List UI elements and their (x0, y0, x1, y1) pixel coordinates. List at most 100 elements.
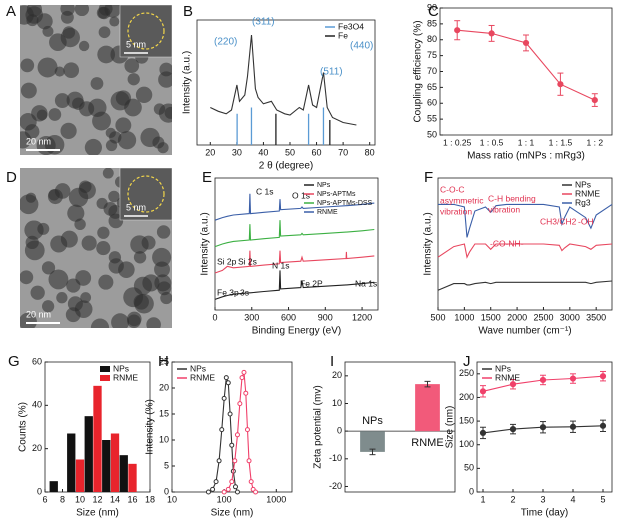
bar (360, 431, 385, 452)
particle (90, 318, 110, 328)
x-tick-label: 10 (75, 494, 85, 504)
panel-letter: A (6, 3, 16, 20)
marker (479, 388, 487, 395)
particle (49, 33, 67, 52)
panel-letter: C (428, 3, 439, 20)
particle (20, 270, 34, 285)
y-axis-label: Intensity (%) (145, 399, 156, 455)
marker (591, 96, 598, 104)
annotation: asymmetric (440, 195, 484, 205)
marker (216, 458, 222, 464)
series-line (437, 243, 613, 259)
particle (146, 317, 161, 328)
y-tick-label: 20 (32, 443, 42, 453)
plot-frame (344, 361, 456, 493)
particle (36, 109, 48, 121)
particle (111, 313, 130, 328)
y-tick-label: 85 (427, 18, 437, 28)
particle (130, 235, 149, 254)
x-tick-label: 900 (318, 312, 333, 322)
marker (539, 424, 547, 431)
particle (20, 82, 37, 99)
particle (84, 138, 102, 155)
marker (488, 30, 495, 37)
x-tick-label: 1500 (481, 312, 501, 322)
particle (164, 106, 172, 119)
particle (96, 241, 111, 256)
marker (241, 369, 247, 375)
legend-label: NPs (317, 182, 331, 189)
annotation: 3s (240, 287, 249, 297)
particle (20, 312, 37, 328)
x-tick-label: 80 (365, 147, 375, 157)
legend-label: RNME (113, 372, 138, 382)
particle (30, 285, 45, 300)
panel-letter: J (463, 353, 471, 370)
y-tick-label: 10 (159, 434, 169, 444)
marker (244, 427, 250, 433)
legend-label: RNME (317, 209, 338, 216)
particle (41, 261, 56, 275)
y-axis-label: Intensity (a.u.) (200, 212, 211, 275)
x-axis-label: 2 θ (degree) (259, 161, 313, 172)
series-line (210, 34, 357, 126)
marker (557, 81, 564, 88)
y-tick-label: 60 (427, 98, 437, 108)
marker (221, 395, 227, 401)
particle (135, 86, 153, 104)
inset (119, 5, 172, 58)
y-tick-label: 0 (37, 486, 42, 496)
annotation: CH3/CH2 (540, 216, 577, 226)
marker (248, 479, 254, 485)
legend-label: NPs (113, 363, 129, 373)
marker (454, 27, 461, 34)
x-tick-label: 600 (281, 312, 296, 322)
bar (75, 459, 85, 492)
particle (48, 108, 62, 121)
legend-label: NPs (190, 363, 206, 373)
y-axis-label: Intensity (a.u.) (182, 51, 193, 114)
particle (67, 204, 85, 222)
y-tick-label: 100 (459, 439, 474, 449)
marker (229, 479, 235, 485)
x-tick-label: 2000 (507, 312, 527, 322)
marker (232, 484, 238, 490)
annotation: Na 1s (355, 278, 377, 288)
y-tick-label: 5 (164, 460, 169, 470)
y-tick-label: 250 (459, 368, 474, 378)
x-tick-label: 1200 (352, 312, 372, 322)
marker (569, 423, 577, 430)
particle (160, 291, 172, 305)
particle (98, 274, 114, 290)
particle (54, 93, 70, 109)
y-tick-label: 0 (469, 486, 474, 496)
particle (97, 226, 110, 239)
marker (239, 375, 245, 381)
particle (41, 300, 55, 313)
plot-frame (476, 361, 613, 493)
marker (210, 486, 216, 492)
series-line (214, 220, 375, 248)
annotation: O 1s (292, 190, 310, 200)
series-line (214, 270, 375, 300)
particle (97, 6, 111, 20)
particle (134, 293, 154, 314)
x-tick-label: 40 (258, 147, 268, 157)
marker (243, 390, 249, 396)
annotation: C 1s (256, 186, 273, 196)
particle (60, 122, 77, 140)
series-line (437, 280, 613, 291)
plot-frame (214, 177, 379, 311)
marker (509, 426, 517, 433)
x-tick-label: 4 (570, 494, 575, 504)
x-tick-label: 1 : 0.25 (443, 137, 472, 147)
particle (127, 73, 140, 86)
particle (152, 247, 172, 267)
bar (128, 463, 137, 492)
marker (479, 429, 487, 437)
scale-label: 20 nm (26, 136, 51, 146)
x-tick-label: 3000 (560, 312, 580, 322)
particle (108, 251, 122, 264)
y-tick-label: 20 (332, 370, 342, 380)
